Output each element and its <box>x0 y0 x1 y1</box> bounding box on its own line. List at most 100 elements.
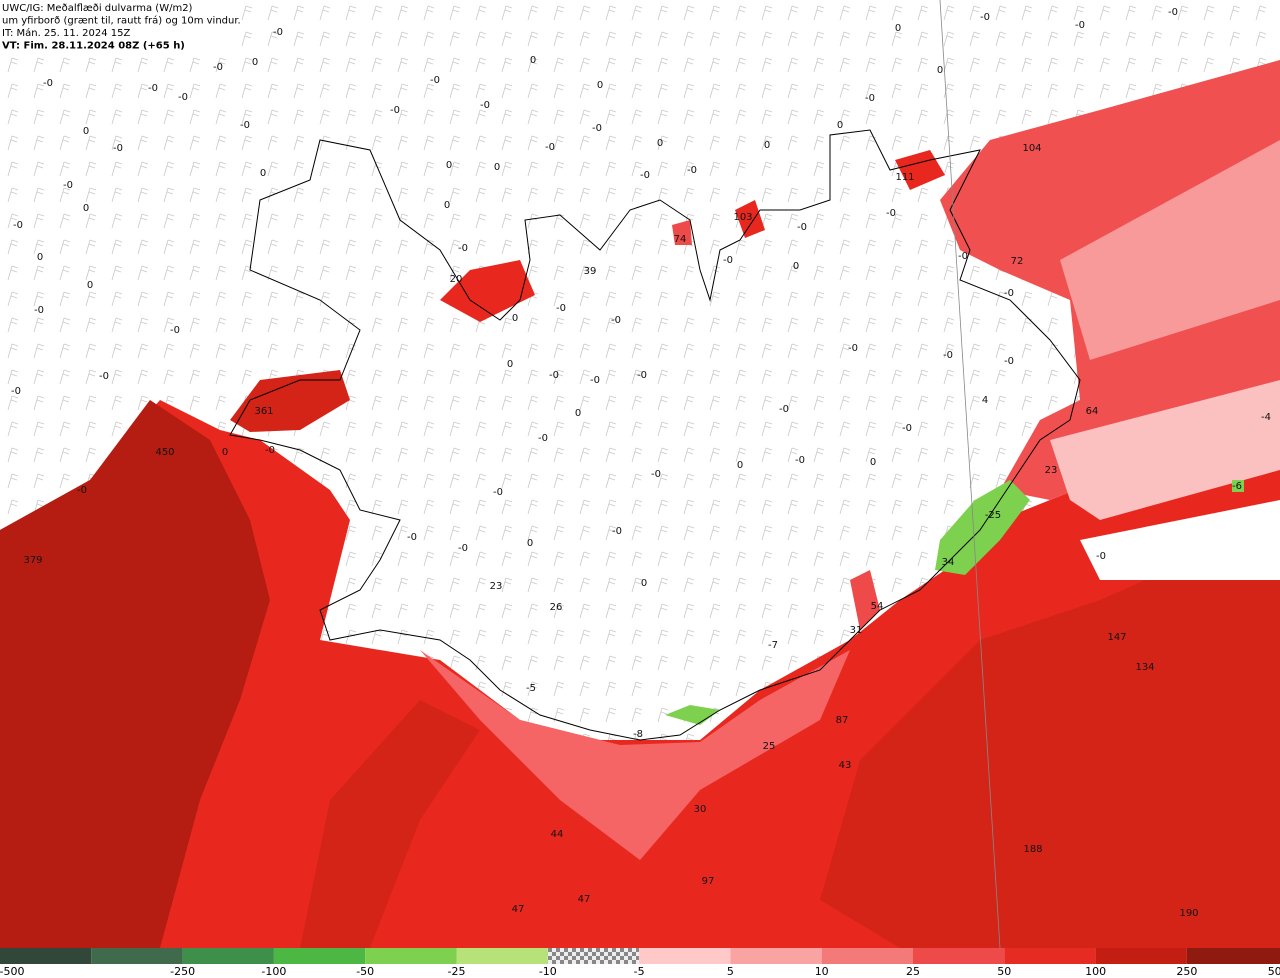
projection-line <box>939 0 1001 949</box>
value-label: -0 <box>590 375 600 386</box>
value-label: -0 <box>213 62 223 73</box>
value-label: 188 <box>1023 844 1042 855</box>
value-label: -0 <box>545 142 555 153</box>
value-label: -0 <box>11 386 21 397</box>
colorbar-label: 10 <box>815 965 829 978</box>
value-label: 0 <box>657 138 663 149</box>
value-label: 4 <box>982 395 988 406</box>
value-label: -0 <box>538 433 548 444</box>
value-label: -0 <box>637 370 647 381</box>
value-label: -0 <box>640 170 650 181</box>
value-label: 54 <box>871 601 884 612</box>
value-labels: -0 0 -0 -0 -0 -0 -0 0 -0 -0 0 0 -0 -0 -0 -0 0 0 0 -0 0 -0 0 0 -0… <box>11 7 1271 919</box>
value-label: 0 <box>895 23 901 34</box>
value-label: 0 <box>222 447 228 458</box>
value-label: -7 <box>768 640 778 651</box>
value-label: 39 <box>584 266 597 277</box>
value-label: 0 <box>83 203 89 214</box>
flux-shading <box>0 60 1280 948</box>
value-label: -0 <box>779 404 789 415</box>
value-label: -0 <box>687 165 697 176</box>
value-label: 103 <box>733 212 752 223</box>
value-label: 72 <box>1011 256 1024 267</box>
value-label: -0 <box>99 371 109 382</box>
colorbar-label: -250 <box>170 965 195 978</box>
colorbar-label: 250 <box>1176 965 1197 978</box>
colorbar-segment <box>0 948 92 964</box>
value-label: -0 <box>611 315 621 326</box>
value-label: -0 <box>113 143 123 154</box>
value-label: -0 <box>273 27 283 38</box>
colorbar-label: -500 <box>0 965 24 978</box>
colorbar-label: 25 <box>906 965 920 978</box>
value-label: 147 <box>1107 632 1126 643</box>
header-line: um yfirborð (grænt til, rautt frá) og 10… <box>2 15 241 27</box>
value-label: 104 <box>1022 143 1041 154</box>
value-label: -0 <box>240 120 250 131</box>
value-label: -0 <box>148 83 158 94</box>
value-label: -25 <box>985 510 1001 521</box>
value-label: -5 <box>526 683 536 694</box>
value-label: -0 <box>886 208 896 219</box>
value-label: 31 <box>850 625 863 636</box>
colorbar-segment <box>821 948 913 964</box>
value-label: 0 <box>764 140 770 151</box>
value-label: -0 <box>958 251 968 262</box>
colorbar-segment <box>91 948 183 964</box>
colorbar-label: 5 <box>727 965 734 978</box>
colorbar-segment <box>730 948 822 964</box>
colorbar-segment <box>639 948 731 964</box>
value-label: 361 <box>254 406 273 417</box>
value-label: 379 <box>23 555 42 566</box>
value-label: 0 <box>494 162 500 173</box>
value-label: -0 <box>549 370 559 381</box>
value-label: 0 <box>597 80 603 91</box>
value-label: -0 <box>430 75 440 86</box>
value-label: -0 <box>178 92 188 103</box>
colorbar-label: -25 <box>448 965 466 978</box>
colorbar-label: -10 <box>539 965 557 978</box>
header-line: IT: Mán. 25. 11. 2024 15Z <box>2 27 130 39</box>
value-label: 0 <box>575 408 581 419</box>
colorbar: -500 -250 -100 -50 -25 -10 -5 5 10 25 50 100 250 500 <box>0 948 1280 978</box>
colorbar-label: 100 <box>1085 965 1106 978</box>
value-label: 0 <box>444 200 450 211</box>
value-label: 87 <box>836 715 849 726</box>
value-label: -0 <box>612 526 622 537</box>
value-label: 23 <box>490 581 503 592</box>
value-label: 74 <box>674 234 687 245</box>
value-label: 0 <box>837 120 843 131</box>
value-label: 134 <box>1135 662 1154 673</box>
value-label: -0 <box>407 532 417 543</box>
value-label: -0 <box>848 343 858 354</box>
value-label: 0 <box>641 578 647 589</box>
coastline <box>229 129 1081 741</box>
header-line: VT: Fim. 28.11.2024 08Z (+65 h) <box>2 41 185 52</box>
value-label: 64 <box>1086 406 1099 417</box>
value-label: 34 <box>942 557 955 568</box>
colorbar-segment <box>182 948 274 964</box>
value-label: 0 <box>530 55 536 66</box>
colorbar-label: 500 <box>1268 965 1280 978</box>
value-label: -0 <box>1096 551 1106 562</box>
value-label: -0 <box>651 469 661 480</box>
value-label: -0 <box>980 12 990 23</box>
colorbar-segment <box>456 948 548 964</box>
value-label: 0 <box>512 313 518 324</box>
value-label: -0 <box>723 255 733 266</box>
value-label: 25 <box>763 741 776 752</box>
value-label: -0 <box>795 455 805 466</box>
value-label: -0 <box>556 303 566 314</box>
value-label: -0 <box>13 220 23 231</box>
value-label: -4 <box>1261 412 1271 423</box>
value-label: 0 <box>937 65 943 76</box>
value-label: -0 <box>1168 7 1178 18</box>
colorbar-label: -100 <box>261 965 286 978</box>
value-label: -0 <box>1004 288 1014 299</box>
value-label: -0 <box>170 325 180 336</box>
value-label: 0 <box>737 460 743 471</box>
value-label: 0 <box>507 359 513 370</box>
value-label: -0 <box>77 485 87 496</box>
